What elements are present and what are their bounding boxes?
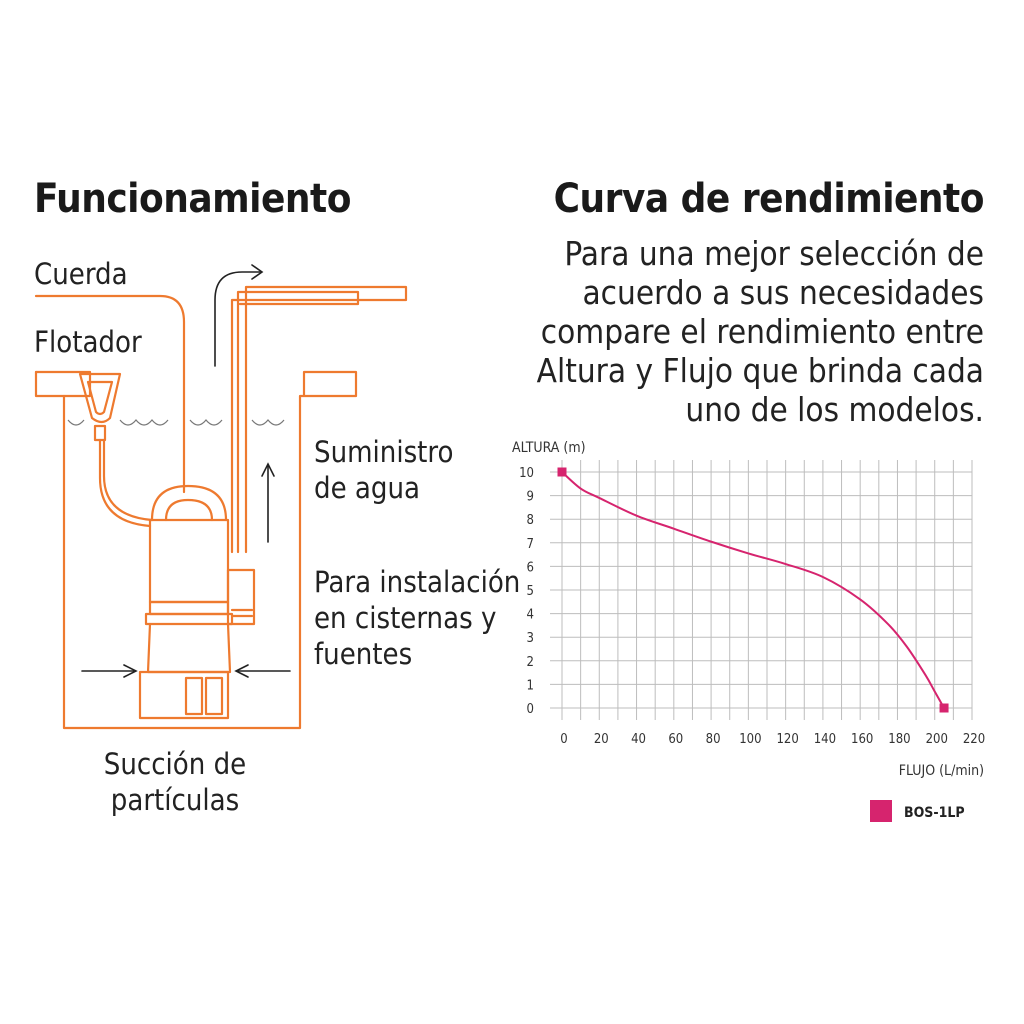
label-suministro: Suministro de agua (314, 434, 514, 506)
flow-arrow-head (251, 264, 264, 280)
y-tick-label: 0 (527, 702, 534, 717)
chart-description: Para una mejor selección de acuerdo a su… (524, 234, 984, 429)
y-tick-label: 9 (527, 490, 534, 505)
description-line-3: compare el rendimiento entre (540, 312, 984, 351)
float-inner (86, 380, 114, 416)
pump-outlet (226, 568, 256, 626)
float-body (78, 372, 122, 424)
label-instalacion-line-2: en cisternas y (314, 601, 497, 635)
legend-label: BOS-1LP (904, 805, 965, 821)
label-suministro-line-2: de agua (314, 471, 420, 505)
cistern-left-rim (34, 370, 66, 398)
y-tick-label: 6 (527, 560, 534, 575)
y-tick-label: 1 (527, 678, 534, 693)
x-tick-label: 140 (814, 732, 836, 747)
data-point-marker (557, 467, 567, 477)
y-tick-label: 5 (527, 584, 534, 599)
discharge-pipe-inner (236, 290, 360, 554)
float-cable-inner (102, 438, 154, 522)
x-tick-label: 200 (926, 732, 948, 747)
y-tick-label: 2 (527, 655, 534, 670)
y-tick-label: 3 (527, 631, 534, 646)
series-line-bos-1lp (561, 471, 945, 709)
float-cable (98, 438, 152, 528)
label-succion-line-1: Succión de (103, 747, 247, 781)
label-succion: Succión de partículas (60, 746, 290, 818)
pump-handle (150, 484, 228, 522)
x-axis-title: FLUJO (L/min) (899, 763, 984, 779)
y-tick-label: 10 (519, 466, 534, 481)
y-tick-label: 8 (527, 513, 534, 528)
x-tick-label: 120 (776, 732, 798, 747)
pump-band-2 (144, 612, 234, 626)
discharge-pipe (230, 285, 408, 554)
label-cuerda: Cuerda (34, 257, 128, 291)
x-tick-label: 60 (668, 732, 683, 747)
water-surface (67, 419, 285, 426)
label-flotador: Flotador (34, 325, 142, 359)
label-instalacion: Para instalación en cisternas y fuentes (314, 564, 521, 672)
pump-base-slot-1 (184, 676, 204, 716)
y-axis-title: ALTURA (m) (512, 440, 586, 456)
x-tick-label: 40 (631, 732, 646, 747)
pump-base-slot-2 (204, 676, 224, 716)
y-tick-label: 4 (527, 608, 534, 623)
x-tick-label: 180 (888, 732, 910, 747)
section-title-funcionamiento: Funcionamiento (34, 176, 351, 222)
rope-line (34, 294, 186, 494)
label-suministro-line-1: Suministro (314, 435, 454, 469)
description-line-2: acuerdo a sus necesidades (582, 273, 984, 312)
y-tick-label: 7 (527, 537, 534, 552)
data-point-marker (939, 703, 949, 713)
pump-handle-inner (164, 498, 214, 522)
x-tick-label: 160 (851, 732, 873, 747)
label-instalacion-line-1: Para instalación (314, 565, 521, 599)
description-line-4: Altura y Flujo que brinda cada (536, 351, 984, 390)
label-succion-line-2: partículas (110, 783, 240, 817)
x-tick-label: 20 (594, 732, 609, 747)
x-tick-label: 0 (560, 732, 567, 747)
pump-base (138, 670, 230, 720)
description-line-1: Para una mejor selección de (564, 234, 984, 273)
label-instalacion-line-3: fuentes (314, 637, 413, 671)
legend-swatch (870, 800, 892, 822)
x-tick-label: 220 (963, 732, 985, 747)
x-tick-label: 100 (739, 732, 761, 747)
flow-arrow-out (214, 271, 261, 367)
description-line-5: uno de los modelos. (685, 390, 984, 429)
section-title-curva: Curva de rendimiento (553, 176, 985, 222)
supply-arrow-head (261, 462, 275, 477)
x-tick-label: 80 (706, 732, 721, 747)
